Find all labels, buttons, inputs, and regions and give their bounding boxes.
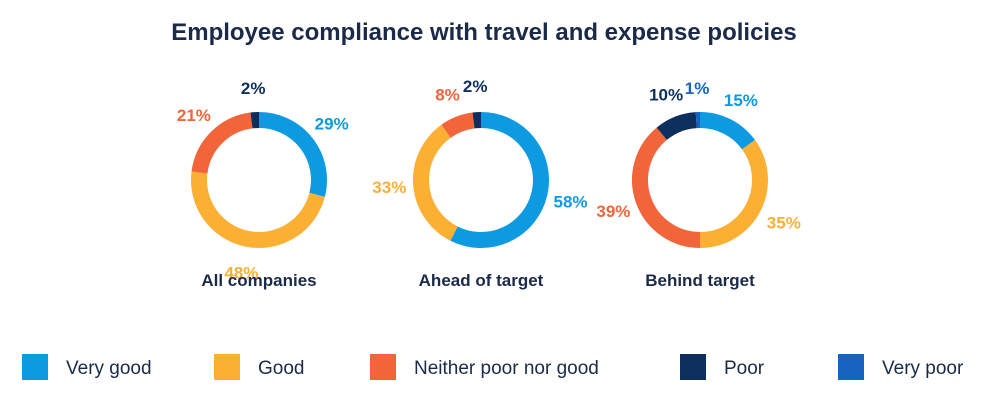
legend-label-good: Good <box>258 358 304 379</box>
slice-ahead-of-target-neither-poor-nor-good <box>441 112 475 138</box>
data-label-all-companies-very-good: 29% <box>315 115 349 134</box>
legend-label-very-good: Very good <box>66 358 152 379</box>
slice-behind-target-neither-poor-nor-good <box>632 127 701 248</box>
legend-swatch-neither-poor-nor-good <box>370 354 396 380</box>
slice-behind-target-poor <box>656 112 698 141</box>
legend-swatch-very-good <box>22 354 48 380</box>
data-label-ahead-of-target-very-good: 58% <box>553 192 587 211</box>
donut-title-ahead-of-target: Ahead of target <box>419 271 544 290</box>
donut-title-all-companies: All companies <box>201 271 316 290</box>
slice-all-companies-neither-poor-nor-good <box>191 112 253 174</box>
legend-label-neither-poor-nor-good: Neither poor nor good <box>414 358 599 379</box>
data-label-all-companies-good: 48% <box>224 263 258 282</box>
data-label-all-companies-poor: 2% <box>241 79 266 98</box>
donut-title-behind-target: Behind target <box>645 271 755 290</box>
legend-label-poor: Poor <box>724 358 765 379</box>
legend-swatch-good <box>214 354 240 380</box>
legend-swatch-poor <box>680 354 706 380</box>
legend-label-very-poor: Very poor <box>882 358 964 379</box>
data-label-behind-target-neither-poor-nor-good: 39% <box>596 202 630 221</box>
data-label-behind-target-good: 35% <box>767 214 801 233</box>
data-label-all-companies-neither-poor-nor-good: 21% <box>177 106 211 125</box>
slice-ahead-of-target-good <box>413 124 458 241</box>
slice-all-companies-very-good <box>258 112 327 197</box>
data-label-ahead-of-target-poor: 2% <box>463 77 488 96</box>
data-label-behind-target-very-good: 15% <box>724 91 758 110</box>
slice-behind-target-good <box>699 140 768 248</box>
data-label-ahead-of-target-good: 33% <box>372 178 406 197</box>
slice-ahead-of-target-very-good <box>450 112 549 248</box>
data-label-behind-target-poor: 10% <box>649 86 683 105</box>
slice-behind-target-very-good <box>699 112 756 150</box>
chart-title: Employee compliance with travel and expe… <box>171 19 797 46</box>
slice-all-companies-good <box>191 171 325 248</box>
data-label-ahead-of-target-neither-poor-nor-good: 8% <box>435 85 460 104</box>
legend: Very good Good Neither poor nor good Poor Ve… <box>22 354 964 380</box>
legend-swatch-very-poor <box>838 354 864 380</box>
data-label-behind-target-very-poor: 1% <box>685 79 710 98</box>
